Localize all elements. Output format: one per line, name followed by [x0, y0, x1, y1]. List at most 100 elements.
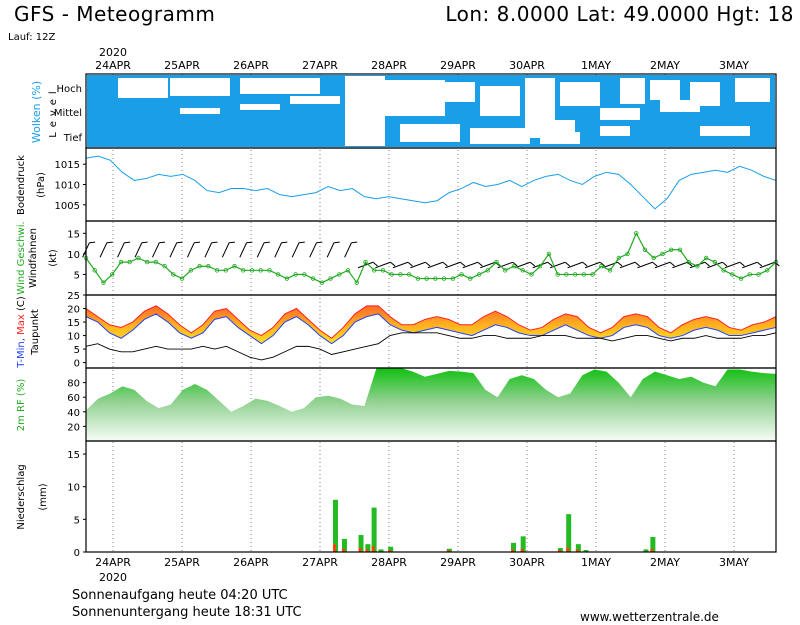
wind-barb-staff-32 [357, 261, 374, 269]
wind-speed-point-3 [110, 272, 115, 277]
precip-conv-bar-4 [371, 546, 375, 552]
wind-speed-point-56 [572, 272, 578, 277]
wind-speed-point-8 [153, 259, 159, 265]
wind-barb-feather-0 [89, 241, 96, 244]
wind-barb-feather-2 [106, 241, 113, 244]
cloud-level-mittel: Mittel [54, 108, 82, 119]
wind-barb-58 [584, 261, 605, 269]
cloud-gap-18 [470, 128, 530, 144]
location-readout: Lon: 8.0000 Lat: 49.0000 Hgt: 18 [445, 2, 794, 26]
precip-conv-bar-0 [332, 544, 336, 552]
precip-bar-1 [341, 538, 347, 552]
wind-barb-70 [689, 261, 710, 269]
wind-barb-staff-54 [549, 261, 566, 269]
wind-barb-feather-32 [372, 261, 378, 267]
wind-barb-feather-10 [176, 241, 183, 244]
wind-barb-staff-78 [759, 261, 775, 269]
pressure-tick-label-1: 1010 [55, 181, 80, 192]
wind-barb-56 [567, 261, 588, 269]
wind-speed-point-36 [398, 272, 403, 277]
cloud-gap-19 [540, 132, 580, 144]
wind-speed-point-38 [415, 276, 421, 281]
cloud-gap-22 [240, 104, 280, 110]
wind-speed-point-64 [642, 247, 648, 252]
wind-barb-74 [724, 261, 745, 269]
wind-barb-feather-58 [599, 261, 605, 267]
wind-speed-point-61 [616, 255, 621, 261]
cloud-gap-0 [118, 78, 168, 98]
wind-barb-staff-14 [204, 242, 213, 258]
wind-speed-point-28 [328, 276, 333, 281]
wind-speed-point-77 [756, 272, 761, 277]
wind-speed-point-9 [162, 264, 167, 269]
wind-speed-point-14 [206, 264, 211, 269]
humidity-label: 2m RF (%) [16, 379, 27, 432]
wind-barb-staff-58 [584, 261, 601, 269]
wind-barb-staff-44 [462, 261, 478, 269]
wind-barb-staff-26 [309, 242, 317, 258]
wind-barb-feather-76 [757, 261, 763, 267]
wind-speed-point-59 [599, 264, 604, 269]
wind-barb-54 [549, 261, 571, 269]
wind-barb-feather-16 [229, 241, 235, 244]
wind-speed-point-49 [511, 264, 517, 269]
wind-barb-feather-12 [194, 241, 201, 244]
date-label-top-1: 25APR [164, 59, 200, 72]
cloud-level-tief: Tief [63, 133, 83, 144]
wind-speed-point-67 [668, 247, 674, 252]
cloud-gap-2 [240, 78, 320, 94]
wind-barb-feather-28 [333, 241, 340, 244]
wind-barb-16 [221, 241, 235, 258]
wind-barb-66 [654, 261, 675, 269]
pressure-tick-label-0: 1005 [55, 201, 80, 212]
wind-speed-point-78 [765, 268, 770, 273]
date-label-bottom-8: 2MAY [650, 556, 680, 569]
wind-speed-point-30 [345, 268, 351, 273]
chart-title: GFS - Meteogramm [14, 2, 216, 26]
wind-barb-staff-20 [256, 242, 265, 258]
wind-frame [85, 220, 777, 296]
wind-speed-point-35 [389, 272, 394, 277]
wind-barb-feather-44 [477, 261, 483, 267]
wind-barb-staff-36 [392, 261, 409, 269]
wind-barb-staff-22 [274, 242, 282, 258]
rh-tick-label-2: 60 [67, 393, 80, 404]
wind-barb-50 [515, 261, 536, 269]
cloud-gap-15 [660, 100, 700, 112]
wind-barb-staff-8 [152, 242, 160, 258]
precip-conv-bar-1 [341, 548, 345, 552]
wind-speed-point-44 [468, 276, 473, 281]
cloud-gap-11 [650, 80, 680, 100]
wind-barb-52 [532, 261, 553, 269]
wind-barb-2 [99, 241, 113, 258]
wind-speed-point-69 [686, 259, 691, 265]
precip-conv-bar-8 [511, 549, 514, 552]
sunset-text: Sonnenuntergang heute 18:31 UTC [72, 605, 302, 620]
dewpoint-label: Taupunkt [30, 309, 41, 356]
wind-speed-point-58 [590, 272, 595, 277]
wind-barb-staff-4 [117, 242, 125, 258]
wind-barb-feather-64 [652, 261, 658, 267]
date-label-top-7: 1MAY [581, 59, 611, 72]
wind-speed-point-6 [136, 255, 141, 261]
wind-barb-staff-24 [291, 242, 300, 258]
wind-barb-62 [619, 261, 640, 269]
wind-barb-44 [462, 261, 483, 269]
wind-speed-point-12 [188, 268, 194, 273]
website-credit: www.wetterzentrale.de [580, 610, 719, 624]
wind-speed-point-17 [232, 264, 237, 269]
wind-barb-feather-68 [687, 261, 693, 267]
wind-speed-point-22 [275, 272, 281, 277]
temp-tick-label-1: 5 [74, 345, 80, 356]
wind-barb-feather-70 [704, 261, 710, 267]
wind-speed-point-32 [363, 259, 368, 265]
wind-barb-feather-34 [390, 261, 396, 267]
wind-barb-staff-28 [326, 242, 335, 258]
temperature-panel: 0 5 10 15 20 25 [67, 291, 777, 370]
wind-barb-staff-56 [567, 261, 583, 269]
wind-barb-24 [291, 241, 305, 258]
wind-barb-feather-22 [281, 241, 288, 244]
wind-speed-label: Wind Geschwi. [16, 221, 27, 294]
precip-label: Niederschlag [16, 464, 27, 529]
